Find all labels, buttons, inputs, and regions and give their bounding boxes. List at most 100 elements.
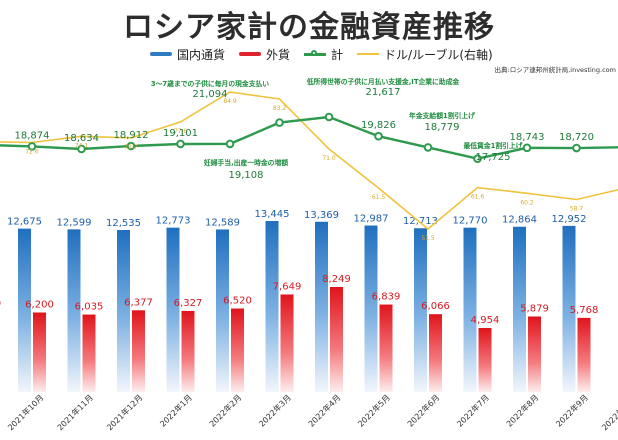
point-label-usdrub: 72.6 (25, 148, 39, 155)
legend-item-total: 計 (304, 46, 343, 63)
bar-label-domestic: 12,987 (354, 214, 389, 225)
point-total (275, 118, 284, 127)
bar-label-domestic: 12,535 (106, 218, 141, 229)
legend-item-foreign: 外貨 (239, 46, 290, 63)
bar-label-foreign: 7,649 (273, 281, 302, 292)
bar-foreign (280, 294, 294, 392)
bar-foreign (429, 314, 442, 392)
annotation-text: 年金支給額1割引上げ (409, 111, 475, 120)
bar-label-foreign: 6,839 (372, 292, 401, 303)
bar-foreign (528, 316, 541, 392)
x-tick-label: 2022年4月 (306, 392, 342, 428)
bar-foreign (132, 310, 145, 392)
point-label-total: 18,912 (114, 130, 149, 141)
annotation-text: 妊婦手当,出産一時金の増額 (204, 158, 288, 167)
annotation-value: 18,779 (425, 122, 460, 133)
point-total (126, 141, 136, 151)
legend-swatch-usdrub (357, 53, 380, 55)
point-label-usdrub: 61.6 (471, 194, 485, 201)
annotation-value: 21,094 (193, 89, 228, 100)
bar-label-foreign: 6,377 (124, 297, 153, 308)
point-label-usdrub: 77.6 (174, 128, 188, 135)
bar-domestic (166, 227, 180, 392)
bar-label-domestic: 13,369 (304, 210, 339, 221)
annotation-text: 最低賃金1割引上げ (463, 141, 522, 150)
x-tick-label: 2022年7月 (455, 392, 491, 428)
bar-label-foreign: 6,200 (25, 299, 54, 310)
point-label-usdrub: 58.7 (570, 205, 584, 212)
bar-label-domestic: 13,445 (255, 209, 290, 220)
x-tick-label: 2022年10月 (599, 392, 618, 432)
bar-foreign (181, 310, 195, 392)
point-total (572, 143, 581, 153)
point-label-usdrub: 83.2 (273, 105, 287, 112)
x-tick-label: 2021年11月 (55, 392, 95, 432)
point-label-usdrub: 61.5 (372, 194, 386, 201)
point-label-total: 19,101 (163, 128, 198, 139)
point-total (473, 154, 482, 164)
point-label-usdrub: 74.1 (75, 142, 89, 149)
bar-label-foreign: 4,954 (471, 315, 500, 326)
point-label-usdrub: 71.0 (322, 155, 336, 162)
point-label-usdrub: 60.2 (520, 199, 534, 206)
bar-label-foreign: 5,768 (570, 305, 599, 316)
point-label-total: 18,634 (64, 133, 99, 144)
point-label-total: 18,720 (559, 132, 594, 143)
bar-label-foreign: 5,879 (520, 303, 549, 314)
point-label-usdrub: 84.9 (223, 98, 237, 105)
legend: 国内通貨 外貨 計 ドル/ルーブル(右軸) (150, 46, 493, 62)
bar-label-domestic: 12,864 (502, 215, 537, 226)
bar-label-domestic: 12,713 (403, 216, 438, 227)
x-tick-label: 2022年9月 (554, 392, 590, 428)
x-tick-label: 2022年6月 (405, 392, 441, 428)
point-total (176, 139, 185, 149)
legend-label-foreign: 外貨 (266, 47, 291, 62)
bar-label-foreign: 6,035 (75, 302, 104, 313)
bar-foreign (33, 312, 46, 392)
point-total (77, 144, 86, 154)
source-note: 出典:ロシア連邦州統計局,investing.com (494, 66, 616, 74)
point-label-total: 19,826 (361, 120, 396, 131)
x-tick-label: 2021年10月 (5, 392, 45, 432)
bar-domestic (216, 229, 229, 392)
bar-foreign (577, 317, 591, 392)
line-total (0, 115, 618, 160)
legend-item-usdrub: ドル/ルーブル(右軸) (357, 46, 493, 63)
bar-domestic (18, 228, 31, 392)
bar-label-domestic: 12,773 (156, 216, 191, 227)
bar-foreign (231, 308, 244, 392)
bar-foreign (478, 328, 492, 392)
annotation-text: 3～7歳までの子供に毎月の現金支払い (151, 79, 269, 88)
bar-label-domestic: 12,770 (453, 216, 488, 227)
bar-domestic (513, 226, 526, 392)
bar-label-domestic: 12,589 (205, 217, 240, 228)
bar-domestic (463, 227, 477, 392)
bar-label-foreign: 6,066 (421, 301, 450, 312)
bar-label-foreign: ,260 (0, 299, 1, 310)
point-total (423, 143, 433, 152)
legend-label-usdrub: ドル/ルーブル(右軸) (384, 47, 493, 62)
point-total (522, 143, 532, 153)
legend-label-total: 計 (331, 47, 344, 62)
bar-domestic (265, 221, 279, 392)
x-tick-label: 2022年1月 (158, 392, 194, 428)
bar-label-foreign: 6,327 (174, 298, 203, 309)
legend-item-domestic: 国内通貨 (150, 46, 225, 63)
bar-domestic (67, 229, 81, 392)
x-tick-label: 2022年5月 (356, 392, 392, 428)
legend-swatch-domestic (150, 52, 172, 56)
bar-domestic (315, 221, 328, 392)
bar-foreign (82, 314, 96, 392)
annotation-value: 19,108 (229, 170, 264, 181)
bar-domestic (562, 225, 576, 392)
bar-domestic (117, 230, 130, 392)
point-label-usdrub: 73.7 (124, 144, 138, 151)
point-label-usdrub: 51.5 (421, 235, 435, 242)
x-tick-label: 2022年8月 (504, 392, 540, 428)
bar-domestic (364, 225, 378, 392)
bar-foreign (330, 287, 343, 392)
bar-label-foreign: 8,249 (322, 274, 351, 285)
line-usdrub (0, 91, 618, 231)
annotation-value: 17,725 (476, 152, 511, 163)
